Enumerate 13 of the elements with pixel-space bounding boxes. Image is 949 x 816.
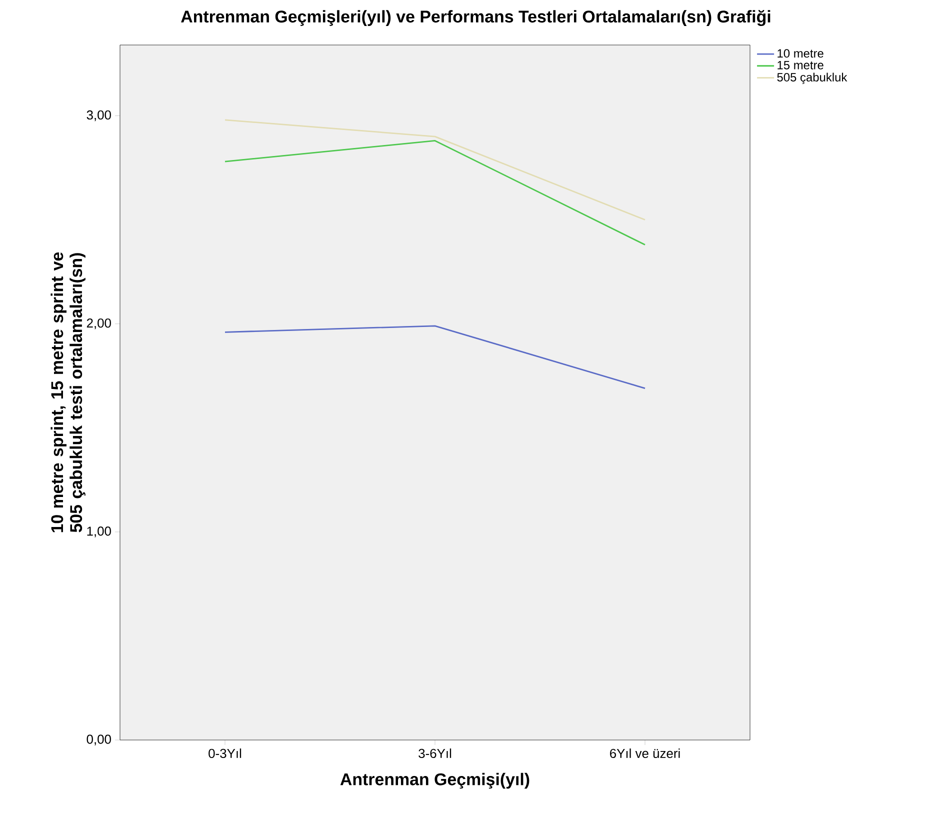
y-tick-label: 0,00: [86, 734, 111, 746]
y-tick-label: 1,00: [87, 526, 111, 538]
x-tick-label: 3-6Yıl: [418, 748, 452, 758]
x-tick-label: 0-3Yıl: [208, 748, 242, 758]
y-tick-label: 2,00: [86, 318, 111, 330]
legend-label: 10 metre: [778, 49, 824, 58]
y-tick-label: 3,00: [86, 110, 111, 122]
x-tick-label: 6Yıl ve üzeri: [610, 748, 680, 758]
x-axis-title: Antrenman Geçmişi(yıl): [340, 772, 530, 789]
legend-label: 15 metre: [778, 61, 824, 70]
chart-title: Antrenman Geçmişleri(yıl) ve Performans Testleri Ortalamaları(sn) Grafiği: [181, 10, 770, 26]
y-axis-title: 10 metre sprint, 15 metre sprint ve 505 çabukluk testi ortalamaları(sn): [50, 252, 86, 532]
legend-label: 505 çabukluk: [777, 72, 848, 84]
